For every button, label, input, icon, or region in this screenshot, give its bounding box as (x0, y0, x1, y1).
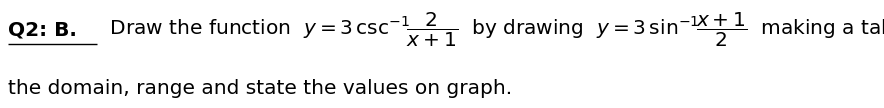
Text: Q2: B.: Q2: B. (8, 21, 77, 40)
Text: the domain, range and state the values on graph.: the domain, range and state the values o… (8, 79, 512, 98)
Text: Draw the function  $y = 3\,\mathrm{csc}^{-1}\!\dfrac{2}{x+1}$  by drawing  $y = : Draw the function $y = 3\,\mathrm{csc}^{… (97, 11, 884, 49)
